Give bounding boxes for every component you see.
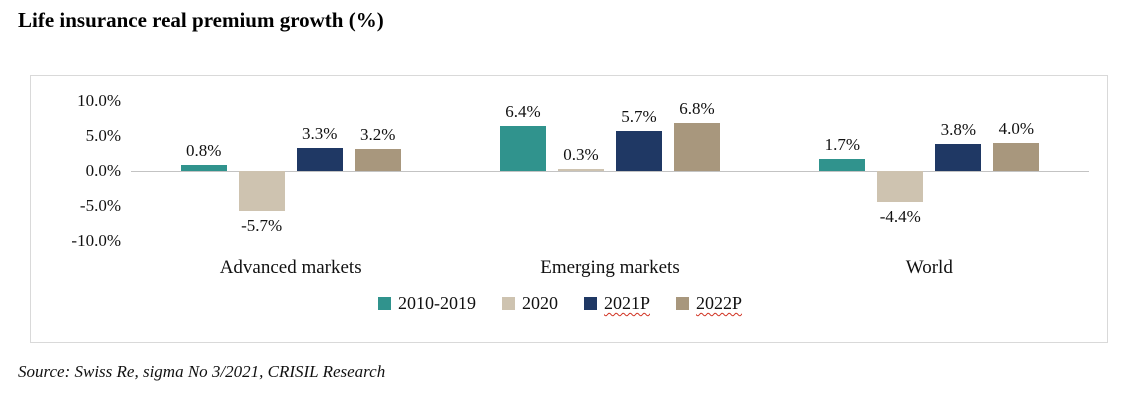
bar-slot: -4.4% — [877, 101, 924, 241]
y-axis-tick: -5.0% — [79, 196, 121, 215]
value-label: -5.7% — [241, 215, 283, 235]
bar-slot: 3.3% — [296, 101, 343, 241]
bar-group-advanced-markets: 0.8% -5.7% 3.3% 3.2% Advanced markets — [180, 101, 401, 279]
bar-2021P — [615, 131, 662, 171]
category-label: World — [905, 257, 953, 278]
bar-slot: 6.8% — [673, 99, 720, 241]
bar-slot: 6.4% — [499, 101, 546, 241]
y-axis-tick: -10.0% — [71, 231, 121, 250]
legend-label: 2010-2019 — [397, 293, 476, 313]
legend-swatch-icon — [583, 297, 597, 310]
bars-row: 0.8% -5.7% 3.3% 3.2% — [180, 101, 401, 241]
source-note: Source: Swiss Re, sigma No 3/2021, CRISI… — [18, 362, 386, 381]
y-axis: 10.0% 5.0% 0.0% -5.0% -10.0% — [31, 91, 131, 250]
chart-plot-area: 10.0% 5.0% 0.0% -5.0% -10.0% 0.8% -5.7% 3.3% 3.… — [30, 75, 1108, 343]
bar-2020 — [877, 171, 924, 202]
bar-slot: 0.3% — [557, 101, 604, 241]
value-label: 6.4% — [505, 102, 541, 122]
value-label: 3.8% — [940, 120, 977, 140]
bars-row: 1.7% -4.4% 3.8% 4.0% — [819, 101, 1040, 241]
legend-label: 2020 — [521, 293, 558, 313]
bar-slot: 5.7% — [615, 101, 662, 241]
bar-group-world: 1.7% -4.4% 3.8% 4.0% World — [819, 101, 1040, 279]
bar-2022P — [354, 148, 401, 171]
legend-item-2020: 2020 — [501, 293, 558, 314]
bar-group-emerging-markets: 6.4% 0.3% 5.7% 6.8% Emerging markets — [499, 99, 720, 279]
plot-column: 0.8% -5.7% 3.3% 3.2% Advanced markets 6.4% 0.3… — [131, 99, 1089, 279]
bar-groups: 0.8% -5.7% 3.3% 3.2% Advanced markets 6.4% 0.3… — [131, 99, 1089, 279]
bar-slot: 0.8% — [180, 101, 227, 241]
legend-swatch-icon — [676, 297, 689, 310]
legend-swatch-icon — [377, 297, 391, 310]
bar-2021P — [935, 144, 982, 171]
value-label: 4.0% — [998, 119, 1035, 138]
y-axis-tick: 10.0% — [77, 91, 121, 110]
value-label: -4.4% — [879, 206, 921, 226]
value-label: 3.2% — [359, 124, 396, 144]
bar-2022P — [673, 123, 720, 171]
plot-row: 10.0% 5.0% 0.0% -5.0% -10.0% 0.8% -5.7% 3.3% 3.… — [31, 91, 1089, 279]
category-label: Advanced markets — [219, 257, 362, 278]
bar-2010-2019 — [499, 126, 546, 171]
bar-slot: 3.2% — [354, 101, 401, 241]
value-label: 5.7% — [621, 107, 657, 127]
bar-2020 — [557, 168, 604, 171]
value-label: 6.8% — [679, 99, 715, 119]
legend-swatch-icon — [501, 297, 515, 310]
value-label: 0.8% — [185, 141, 222, 161]
y-axis-tick: 5.0% — [85, 126, 121, 145]
legend-item-2021P: 2021P — [583, 293, 650, 314]
legend-item-2010-2019: 2010-2019 — [377, 293, 476, 314]
legend: 2010-2019 2020 2021P 2022P — [31, 293, 1089, 314]
zero-axis-line — [131, 171, 1089, 172]
bar-slot: 3.8% — [935, 101, 982, 241]
value-label: 3.3% — [301, 123, 338, 143]
bar-slot: 4.0% — [993, 101, 1040, 241]
legend-label: 2021P — [603, 293, 650, 313]
legend-label: 2022P — [696, 293, 743, 313]
legend-item-2022P: 2022P — [676, 293, 742, 314]
value-label: 1.7% — [824, 135, 861, 155]
bar-2010-2019 — [180, 165, 227, 171]
bar-slot: 1.7% — [819, 101, 866, 241]
bar-2021P — [296, 147, 343, 171]
bar-2020 — [238, 171, 285, 211]
chart-title: Life insurance real premium growth (%) — [18, 8, 384, 32]
bar-2010-2019 — [819, 159, 866, 171]
y-axis-tick: 0.0% — [85, 161, 121, 180]
bar-slot: -5.7% — [238, 101, 285, 241]
bars-row: 6.4% 0.3% 5.7% 6.8% — [499, 99, 720, 241]
bar-2022P — [993, 143, 1040, 171]
value-label: 0.3% — [563, 144, 599, 164]
category-label: Emerging markets — [540, 257, 680, 278]
